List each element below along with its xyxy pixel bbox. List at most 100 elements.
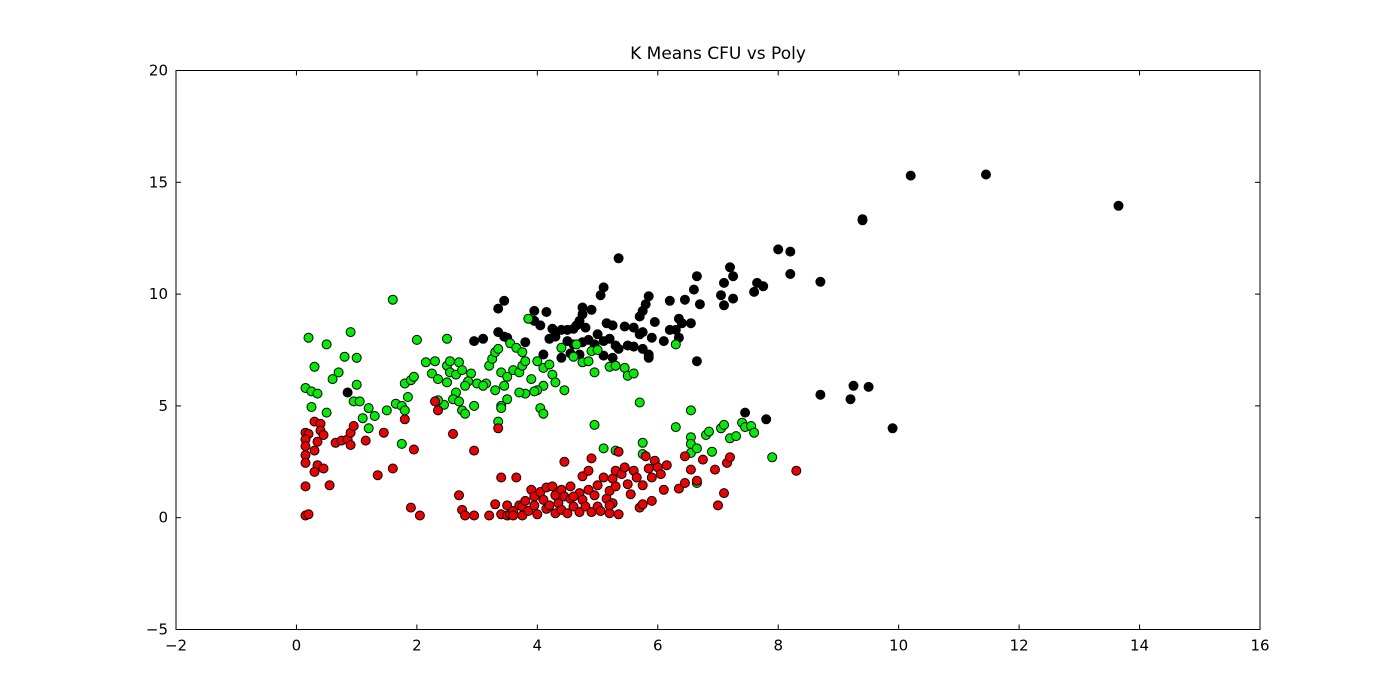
- data-point: [333, 367, 344, 378]
- data-point: [577, 471, 588, 482]
- data-point: [499, 295, 510, 306]
- data-point: [408, 444, 419, 455]
- data-point: [454, 396, 464, 407]
- y-tick-label: 15: [149, 173, 168, 191]
- data-point: [396, 438, 407, 449]
- series-0: [342, 169, 1124, 434]
- data-point: [300, 441, 311, 452]
- data-point: [520, 337, 531, 348]
- data-point: [719, 277, 729, 288]
- data-point: [613, 343, 624, 354]
- x-tick-label: 8: [773, 637, 783, 655]
- series-2: [300, 396, 802, 521]
- data-point: [568, 501, 579, 512]
- data-point: [478, 333, 489, 344]
- data-point: [670, 422, 681, 433]
- data-point: [670, 339, 681, 350]
- data-point: [679, 451, 690, 462]
- series-1: [300, 294, 778, 488]
- data-point: [303, 509, 314, 520]
- data-point: [586, 453, 597, 464]
- data-point: [598, 350, 609, 361]
- data-point: [562, 508, 573, 519]
- plot-area-frame: [175, 70, 1261, 630]
- data-point: [351, 379, 362, 390]
- data-point: [559, 456, 570, 467]
- data-point: [357, 413, 368, 424]
- data-point: [408, 371, 419, 382]
- data-point: [493, 303, 504, 314]
- data-point: [749, 286, 760, 297]
- y-tick-label: −5: [146, 621, 168, 639]
- data-point: [622, 479, 633, 490]
- data-point: [363, 423, 374, 434]
- data-point: [445, 356, 455, 367]
- data-point: [520, 495, 531, 506]
- data-point: [646, 472, 657, 483]
- data-point: [547, 481, 558, 492]
- data-point: [318, 430, 329, 440]
- data-point: [526, 374, 537, 385]
- data-point: [351, 352, 362, 363]
- y-tick-label: 20: [149, 62, 168, 80]
- data-point: [342, 387, 353, 398]
- data-point: [728, 271, 739, 282]
- chart-title: K Means CFU vs Poly: [630, 44, 806, 64]
- data-point: [604, 500, 615, 511]
- data-point: [646, 332, 657, 343]
- data-point: [719, 300, 729, 311]
- data-point: [580, 322, 591, 333]
- data-point: [613, 509, 624, 520]
- data-point: [309, 361, 320, 372]
- data-point: [469, 400, 480, 411]
- data-point: [354, 396, 365, 407]
- data-point: [321, 407, 332, 418]
- data-point: [454, 490, 464, 501]
- data-point: [646, 495, 657, 506]
- data-point: [442, 333, 452, 344]
- data-point: [815, 389, 826, 400]
- data-point: [399, 414, 410, 425]
- data-point: [716, 290, 726, 301]
- data-point: [327, 374, 338, 385]
- data-point: [402, 392, 413, 402]
- data-point: [679, 294, 690, 305]
- data-point: [426, 368, 437, 379]
- data-point: [469, 445, 480, 456]
- data-point: [767, 452, 778, 463]
- data-point: [685, 318, 696, 329]
- data-point: [664, 324, 675, 335]
- data-point: [369, 411, 380, 421]
- data-point: [661, 460, 672, 471]
- data-point: [363, 403, 374, 414]
- data-point: [643, 352, 654, 363]
- data-point: [484, 510, 495, 521]
- data-point: [628, 368, 639, 379]
- data-point: [345, 327, 356, 338]
- data-point: [448, 428, 458, 439]
- data-point: [634, 397, 645, 408]
- data-point: [493, 343, 504, 354]
- data-point: [694, 299, 705, 310]
- data-point: [773, 244, 784, 255]
- data-point: [592, 345, 603, 355]
- data-point: [514, 387, 525, 398]
- data-point: [595, 506, 606, 516]
- data-point: [538, 408, 549, 419]
- y-tick-label: 0: [158, 509, 168, 527]
- x-tick-label: 6: [653, 637, 663, 655]
- data-point: [414, 510, 425, 521]
- data-point: [433, 374, 443, 385]
- data-point: [405, 502, 416, 513]
- data-point: [704, 426, 714, 437]
- data-point: [637, 437, 648, 448]
- data-point: [508, 510, 519, 521]
- data-point: [399, 405, 410, 416]
- data-point: [613, 253, 624, 264]
- data-point: [321, 339, 332, 350]
- data-point: [619, 462, 630, 473]
- data-point: [568, 323, 579, 334]
- data-point: [360, 435, 371, 446]
